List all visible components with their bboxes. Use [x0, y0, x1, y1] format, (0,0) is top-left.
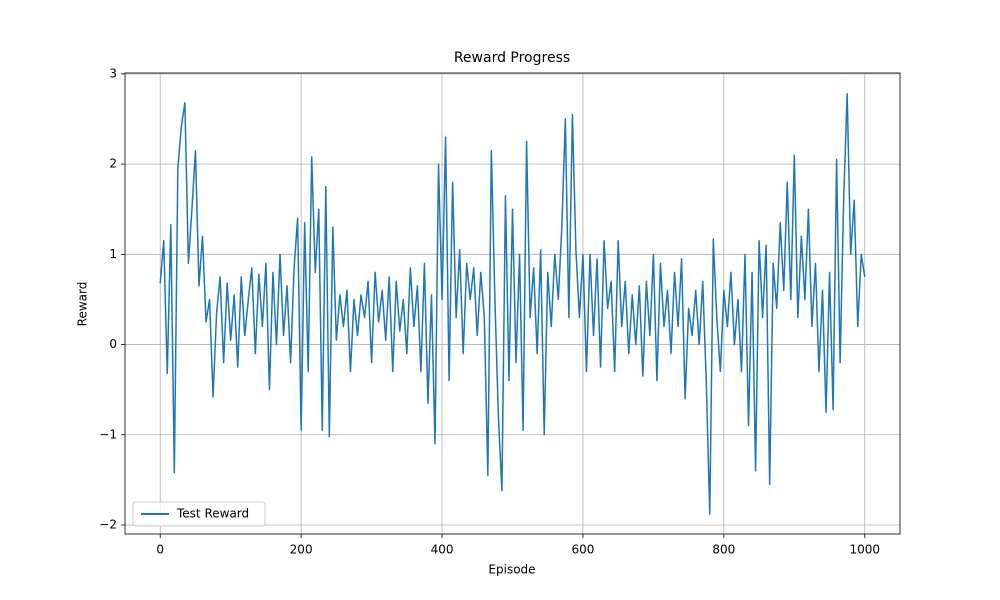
x-tick-label: 0 — [156, 543, 164, 557]
y-axis-label: Reward — [76, 282, 90, 327]
x-tick-label: 400 — [431, 543, 454, 557]
axes-frame — [124, 72, 901, 535]
grid: 0 200 400 600 800 1000 −2 −1 0 1 2 3 — [99, 66, 900, 557]
legend-box — [132, 501, 266, 527]
legend-label: Test Reward — [176, 507, 249, 521]
y-tick-label: −1 — [99, 427, 117, 441]
x-axis-label: Episode — [488, 563, 535, 577]
y-tick-label: −2 — [99, 517, 117, 531]
x-tick-label: 1000 — [849, 543, 880, 557]
y-tick-label: 2 — [109, 157, 117, 171]
x-tick-label: 600 — [572, 543, 595, 557]
y-tick-label: 1 — [109, 247, 117, 261]
y-tick-label: 0 — [109, 337, 117, 351]
x-tick-label: 800 — [712, 543, 735, 557]
y-tick-label: 3 — [109, 66, 117, 80]
chart-title: Reward Progress — [454, 50, 570, 66]
plot-area — [159, 93, 866, 515]
data-line — [159, 93, 866, 515]
legend: Test Reward — [132, 501, 266, 527]
x-tick-label: 200 — [290, 543, 313, 557]
